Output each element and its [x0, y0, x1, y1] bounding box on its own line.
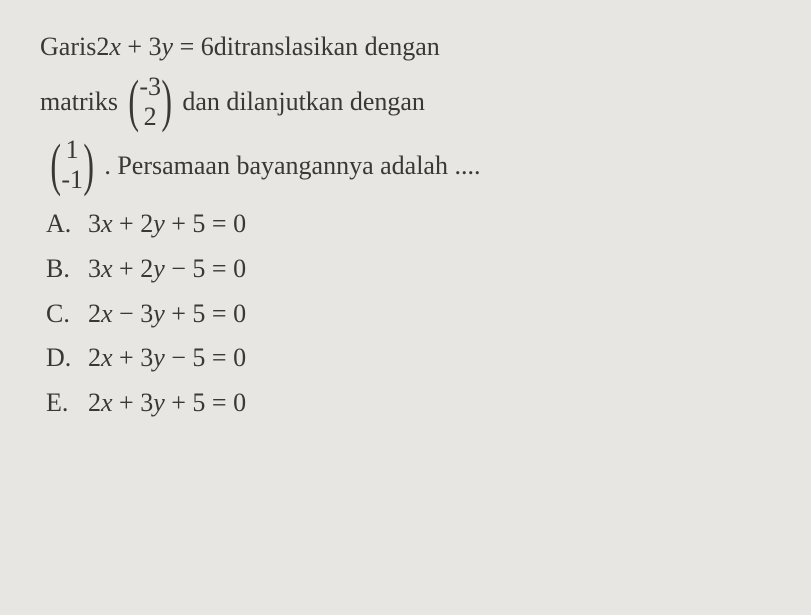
- matrix-2: ( 1 -1 ): [46, 135, 98, 195]
- problem-line-3: ( 1 -1 ) . Persamaan bayangannya adalah …: [40, 135, 771, 195]
- option-e: E. 2x + 3y + 5 = 0: [46, 384, 771, 422]
- matrix-1-column: -3 2: [139, 72, 161, 132]
- option-a: A. 3x + 2y + 5 = 0: [46, 205, 771, 243]
- option-d: D. 2x + 3y − 5 = 0: [46, 339, 771, 377]
- matrix-1: ( -3 2 ): [124, 72, 176, 132]
- equation-main: 2x + 3y = 6: [96, 28, 213, 66]
- problem-line-2: matriks ( -3 2 ) dan dilanjutkan dengan: [40, 72, 771, 132]
- text-dan-dilanjutkan: dan dilanjutkan dengan: [182, 83, 425, 121]
- option-letter: D.: [46, 339, 88, 377]
- option-letter: B.: [46, 250, 88, 288]
- option-letter: E.: [46, 384, 88, 422]
- paren-open-icon: (: [128, 78, 139, 124]
- option-expr: 3x + 2y + 5 = 0: [88, 205, 246, 243]
- text-garis: Garis: [40, 28, 96, 66]
- matrix-1-bottom: 2: [144, 102, 157, 132]
- text-matriks: matriks: [40, 83, 118, 121]
- option-letter: A.: [46, 205, 88, 243]
- matrix-2-top: 1: [66, 135, 79, 165]
- matrix-1-top: -3: [139, 72, 161, 102]
- text-ditranslasikan: ditranslasikan dengan: [214, 28, 440, 66]
- matrix-2-bottom: -1: [61, 165, 83, 195]
- option-expr: 2x + 3y + 5 = 0: [88, 384, 246, 422]
- option-b: B. 3x + 2y − 5 = 0: [46, 250, 771, 288]
- options-list: A. 3x + 2y + 5 = 0 B. 3x + 2y − 5 = 0 C.…: [46, 205, 771, 421]
- option-expr: 2x + 3y − 5 = 0: [88, 339, 246, 377]
- problem-block: Garis 2x + 3y = 6 ditranslasikan dengan …: [40, 28, 771, 422]
- text-persamaan: . Persamaan bayangannya adalah ....: [104, 147, 480, 185]
- problem-line-1: Garis 2x + 3y = 6 ditranslasikan dengan: [40, 28, 771, 66]
- option-expr: 3x + 2y − 5 = 0: [88, 250, 246, 288]
- paren-open-icon: (: [50, 142, 61, 188]
- option-c: C. 2x − 3y + 5 = 0: [46, 295, 771, 333]
- paren-close-icon: ): [161, 78, 172, 124]
- matrix-2-column: 1 -1: [61, 135, 83, 195]
- paren-close-icon: ): [83, 142, 94, 188]
- option-expr: 2x − 3y + 5 = 0: [88, 295, 246, 333]
- option-letter: C.: [46, 295, 88, 333]
